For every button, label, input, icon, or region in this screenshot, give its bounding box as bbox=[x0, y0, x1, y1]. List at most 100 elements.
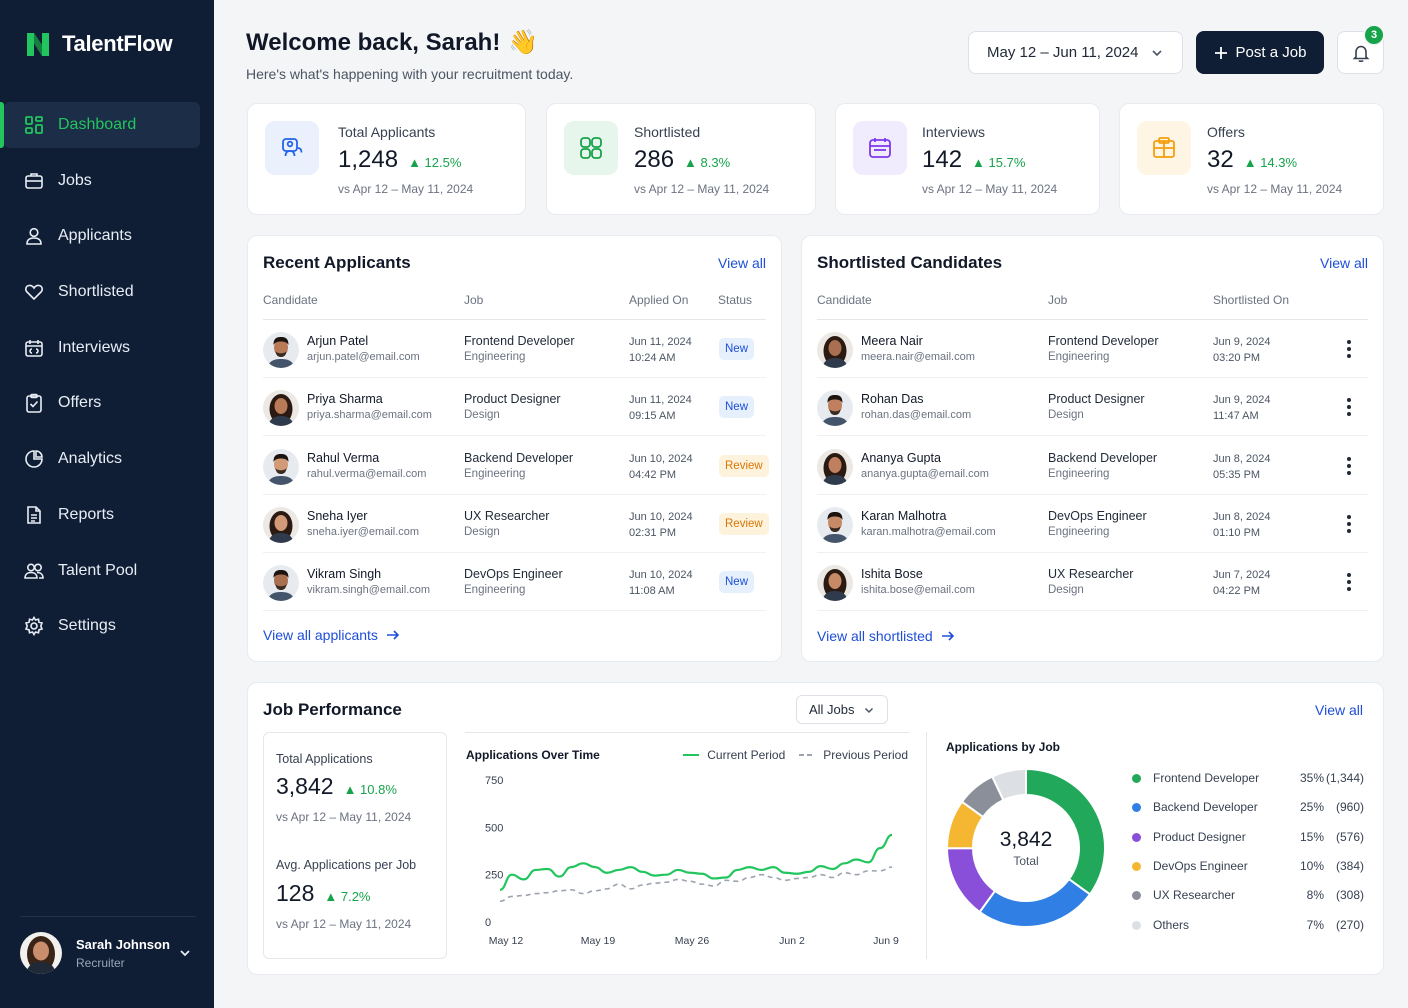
sidebar-divider bbox=[20, 916, 196, 917]
chevron-down-icon[interactable] bbox=[178, 946, 192, 960]
avatar bbox=[817, 565, 853, 602]
user-profile[interactable]: Sarah Johnson Recruiter bbox=[20, 932, 196, 974]
sidebar-item-applicants[interactable]: Applicants bbox=[4, 213, 200, 259]
table-row[interactable]: Meera Nair meera.nair@email.com Frontend … bbox=[817, 320, 1368, 378]
job-filter-select[interactable]: All Jobs bbox=[796, 695, 888, 724]
candidate-name[interactable]: Rohan Das bbox=[861, 392, 924, 407]
stat-title: Total Applicants bbox=[338, 124, 436, 140]
sidebar-item-jobs[interactable]: Jobs bbox=[4, 158, 200, 204]
candidate-email: meera.nair@email.com bbox=[861, 351, 975, 363]
view-all-link[interactable]: View all bbox=[718, 255, 766, 271]
table-row[interactable]: Ananya Gupta ananya.gupta@email.com Backe… bbox=[817, 437, 1368, 495]
applied-time: 04:42 PM bbox=[629, 468, 677, 481]
status-badge: New bbox=[719, 571, 755, 594]
sidebar-item-interviews[interactable]: Interviews bbox=[4, 325, 200, 371]
view-all-applicants-link[interactable]: View all applicants bbox=[263, 627, 400, 643]
stat-card-offers[interactable]: Offers 32 ▲ 14.3% vs Apr 12 – May 11, 20… bbox=[1119, 103, 1384, 215]
legend-label: Previous Period bbox=[823, 748, 908, 762]
stat-card-total-applicants[interactable]: Total Applicants 1,248 ▲ 12.5% vs Apr 12… bbox=[247, 103, 526, 215]
stat-compare: vs Apr 12 – May 11, 2024 bbox=[922, 182, 1058, 196]
y-tick-label: 500 bbox=[485, 822, 503, 834]
sidebar-item-talent-pool[interactable]: Talent Pool bbox=[4, 548, 200, 594]
candidate-name[interactable]: Ishita Bose bbox=[861, 567, 923, 582]
stat-value: 1,248 bbox=[338, 146, 399, 173]
more-options-icon[interactable] bbox=[1344, 339, 1354, 359]
bell-icon bbox=[1352, 45, 1369, 62]
post-job-button[interactable]: Post a Job bbox=[1196, 31, 1324, 74]
stat-value: 142 bbox=[922, 146, 963, 173]
sidebar-item-shortlisted[interactable]: Shortlisted bbox=[4, 269, 200, 315]
stat-card-shortlisted[interactable]: Shortlisted 286 ▲ 8.3% vs Apr 12 – May 1… bbox=[546, 103, 816, 215]
stat-card-interviews[interactable]: Interviews 142 ▲ 15.7% vs Apr 12 – May 1… bbox=[835, 103, 1100, 215]
sidebar-item-label: Shortlisted bbox=[58, 283, 134, 301]
table-row[interactable]: Karan Malhotra karan.malhotra@email.com D… bbox=[817, 495, 1368, 553]
department: Design bbox=[1048, 584, 1084, 597]
view-all-link[interactable]: View all bbox=[1320, 255, 1368, 271]
column-header: Applied On bbox=[629, 293, 689, 307]
more-options-icon[interactable] bbox=[1344, 456, 1354, 476]
donut-legend-item: Product Designer 15% (576) bbox=[1132, 829, 1364, 847]
candidate-name[interactable]: Ananya Gupta bbox=[861, 450, 941, 465]
table-row[interactable]: Rohan Das rohan.das@email.com Product Des… bbox=[817, 378, 1368, 437]
job-title: Frontend Developer bbox=[1048, 334, 1159, 348]
date-range-picker[interactable]: May 12 – Jun 11, 2024 bbox=[968, 31, 1183, 74]
table-row[interactable]: Sneha Iyer sneha.iyer@email.com UX Resear… bbox=[263, 495, 769, 553]
x-tick-label: Jun 9 bbox=[873, 935, 899, 947]
legend-count: (270) bbox=[1335, 917, 1364, 932]
donut-slice[interactable] bbox=[990, 767, 1027, 802]
candidate-name[interactable]: Rahul Verma bbox=[307, 450, 380, 465]
table-row[interactable]: Priya Sharma priya.sharma@email.com Produ… bbox=[263, 378, 766, 437]
kpi-compare: vs Apr 12 – May 11, 2024 bbox=[276, 917, 412, 931]
donut-legend-item: Others 7% (270) bbox=[1132, 917, 1364, 935]
notifications-button[interactable]: 3 bbox=[1337, 24, 1385, 74]
x-tick-label: May 19 bbox=[581, 935, 616, 947]
status-badge: New bbox=[719, 338, 755, 360]
legend-dot bbox=[1132, 803, 1141, 813]
kpi-change: ▲ 7.2% bbox=[324, 889, 371, 904]
candidate-name[interactable]: Vikram Singh bbox=[307, 567, 382, 582]
job-title: Product Designer bbox=[1048, 392, 1145, 407]
job-performance-card: Job Performance All Jobs View all Total … bbox=[247, 682, 1384, 975]
table-row[interactable]: Vikram Singh vikram.singh@email.com DevOp… bbox=[263, 553, 766, 612]
more-options-icon[interactable] bbox=[1344, 397, 1354, 417]
job-title: DevOps Engineer bbox=[1048, 508, 1147, 523]
more-options-icon[interactable] bbox=[1344, 514, 1354, 534]
gear-icon bbox=[24, 616, 44, 637]
brand[interactable]: TalentFlow bbox=[24, 30, 173, 58]
donut-legend-item: Frontend Developer 35% (1,344) bbox=[1132, 770, 1364, 788]
table-row[interactable]: Rahul Verma rahul.verma@email.com Backend… bbox=[263, 437, 769, 495]
candidate-name[interactable]: Karan Malhotra bbox=[861, 508, 947, 523]
sidebar-item-offers[interactable]: Offers bbox=[4, 380, 200, 426]
department: Design bbox=[1048, 409, 1084, 422]
x-tick-label: May 26 bbox=[675, 935, 710, 947]
sidebar: TalentFlow Dashboard Jobs Applicants Sho… bbox=[0, 0, 214, 1008]
more-options-icon[interactable] bbox=[1344, 572, 1354, 592]
legend-swatch-dashed bbox=[799, 754, 816, 756]
donut-legend-item: DevOps Engineer 10% (384) bbox=[1132, 858, 1364, 876]
legend-item: Current Period bbox=[683, 748, 785, 762]
applied-time: 09:15 AM bbox=[629, 410, 676, 423]
legend-percent: 10% bbox=[1299, 858, 1324, 873]
sidebar-item-settings[interactable]: Settings bbox=[4, 603, 200, 649]
view-all-link[interactable]: View all bbox=[1315, 702, 1363, 718]
sidebar-item-dashboard[interactable]: Dashboard bbox=[0, 102, 200, 148]
table-row[interactable]: Arjun Patel arjun.patel@email.com Fronten… bbox=[263, 320, 766, 378]
previous-period-line bbox=[499, 866, 893, 902]
legend-count: (308) bbox=[1335, 888, 1364, 903]
job-title: Backend Developer bbox=[1048, 450, 1158, 465]
applied-date: Jun 10, 2024 bbox=[629, 569, 693, 582]
arrow-right-icon bbox=[941, 631, 954, 641]
view-all-shortlisted-link[interactable]: View all shortlisted bbox=[817, 628, 955, 644]
table-row[interactable]: Ishita Bose ishita.bose@email.com UX Rese… bbox=[817, 553, 1368, 612]
donut-legend-item: UX Researcher 8% (308) bbox=[1132, 887, 1364, 905]
candidate-name[interactable]: Priya Sharma bbox=[307, 392, 383, 407]
candidate-name[interactable]: Arjun Patel bbox=[307, 334, 369, 348]
chart-pie-icon bbox=[24, 449, 44, 469]
stat-title: Interviews bbox=[922, 124, 986, 140]
candidate-name[interactable]: Meera Nair bbox=[861, 334, 923, 348]
candidate-name[interactable]: Sneha Iyer bbox=[307, 508, 368, 523]
sidebar-item-analytics[interactable]: Analytics bbox=[4, 436, 200, 482]
sidebar-item-reports[interactable]: Reports bbox=[4, 492, 200, 538]
shortlisted-time: 11:47 AM bbox=[1213, 410, 1259, 423]
applied-date: Jun 11, 2024 bbox=[629, 336, 692, 348]
